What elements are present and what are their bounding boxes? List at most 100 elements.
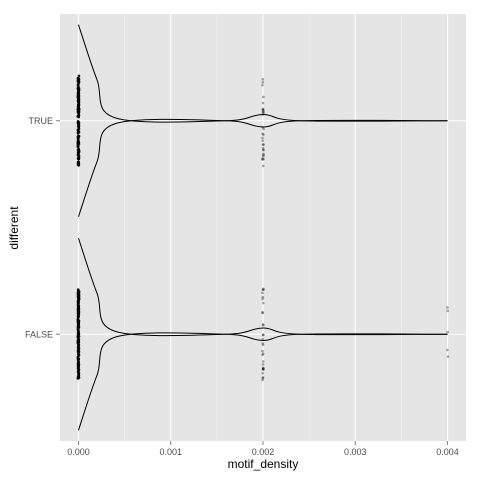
data-point bbox=[261, 343, 265, 347]
data-point bbox=[77, 346, 81, 350]
data-point bbox=[261, 378, 264, 382]
data-point bbox=[76, 138, 80, 141]
data-point bbox=[262, 153, 265, 157]
data-point bbox=[77, 308, 81, 312]
data-point bbox=[77, 337, 80, 341]
data-point bbox=[261, 113, 265, 116]
data-point bbox=[261, 164, 265, 168]
data-point bbox=[77, 295, 81, 298]
point-group bbox=[76, 74, 450, 382]
data-point bbox=[76, 350, 80, 353]
data-point bbox=[261, 110, 265, 114]
data-point bbox=[76, 149, 80, 152]
data-point bbox=[77, 325, 81, 328]
y-tick-label: FALSE bbox=[25, 329, 53, 339]
data-point bbox=[261, 311, 265, 315]
data-point bbox=[261, 81, 265, 84]
data-point bbox=[261, 157, 264, 160]
data-point bbox=[262, 301, 265, 305]
x-tick-label: 0.003 bbox=[344, 447, 367, 457]
data-point bbox=[446, 355, 450, 358]
data-point bbox=[261, 376, 265, 379]
data-point bbox=[262, 152, 265, 156]
data-point bbox=[262, 148, 265, 152]
data-point bbox=[77, 322, 80, 326]
data-point bbox=[76, 145, 80, 149]
data-point bbox=[76, 365, 80, 368]
data-point bbox=[446, 348, 449, 352]
data-point bbox=[76, 128, 80, 132]
data-point bbox=[261, 367, 265, 370]
data-point bbox=[261, 108, 265, 112]
data-point bbox=[446, 306, 449, 309]
data-point bbox=[261, 368, 265, 371]
data-point bbox=[76, 327, 80, 331]
data-point bbox=[77, 357, 81, 361]
data-point bbox=[261, 83, 264, 87]
data-point bbox=[76, 108, 80, 111]
data-point bbox=[77, 373, 81, 377]
data-point bbox=[262, 133, 265, 136]
data-point bbox=[76, 94, 80, 97]
data-point bbox=[76, 315, 80, 319]
data-point bbox=[261, 311, 264, 314]
data-point bbox=[77, 371, 80, 375]
x-tick-label: 0.004 bbox=[436, 447, 459, 457]
data-point bbox=[262, 143, 265, 146]
violin-lower-outline bbox=[77, 332, 448, 431]
data-point bbox=[261, 108, 265, 111]
data-point bbox=[261, 288, 265, 291]
data-point bbox=[262, 95, 265, 99]
data-point bbox=[261, 101, 265, 105]
data-point bbox=[261, 291, 264, 295]
data-point bbox=[261, 295, 265, 299]
data-point bbox=[261, 352, 265, 355]
x-tick-label: 0.002 bbox=[252, 447, 275, 457]
data-point bbox=[77, 89, 80, 92]
data-point bbox=[261, 367, 265, 371]
data-point bbox=[77, 135, 81, 138]
data-point bbox=[77, 290, 81, 293]
x-tick-label: 0.000 bbox=[67, 447, 90, 457]
data-point bbox=[262, 288, 265, 292]
data-point bbox=[261, 107, 265, 111]
data-point bbox=[261, 158, 264, 161]
data-point bbox=[262, 367, 265, 371]
data-point bbox=[262, 287, 265, 291]
data-point bbox=[261, 353, 264, 357]
data-point bbox=[261, 342, 264, 345]
data-point bbox=[262, 148, 265, 151]
data-point bbox=[76, 122, 80, 126]
data-point bbox=[76, 157, 80, 161]
data-point bbox=[76, 141, 80, 145]
data-point bbox=[261, 136, 264, 140]
data-point bbox=[77, 91, 81, 95]
data-point bbox=[77, 353, 81, 356]
x-tick-label: 0.001 bbox=[159, 447, 182, 457]
y-tick-label: TRUE bbox=[29, 116, 54, 126]
data-point bbox=[261, 349, 264, 353]
y-axis-title: different bbox=[7, 206, 21, 250]
data-point bbox=[76, 304, 80, 308]
data-point bbox=[77, 74, 81, 78]
data-point bbox=[77, 320, 81, 324]
violin-lower-outline bbox=[77, 118, 448, 217]
violin-group bbox=[77, 24, 448, 431]
data-point bbox=[261, 333, 265, 337]
data-point bbox=[262, 110, 265, 113]
data-point bbox=[262, 127, 265, 131]
data-point bbox=[76, 80, 80, 83]
data-point bbox=[262, 157, 265, 161]
data-point bbox=[77, 160, 80, 164]
minor-gridlines bbox=[124, 14, 402, 441]
data-point bbox=[446, 330, 449, 334]
data-point bbox=[76, 105, 80, 108]
data-point bbox=[76, 86, 80, 90]
data-point bbox=[77, 114, 80, 118]
data-point bbox=[261, 376, 265, 380]
data-point bbox=[261, 333, 265, 336]
data-point bbox=[76, 131, 80, 135]
data-point bbox=[77, 369, 80, 373]
data-point bbox=[76, 77, 80, 80]
